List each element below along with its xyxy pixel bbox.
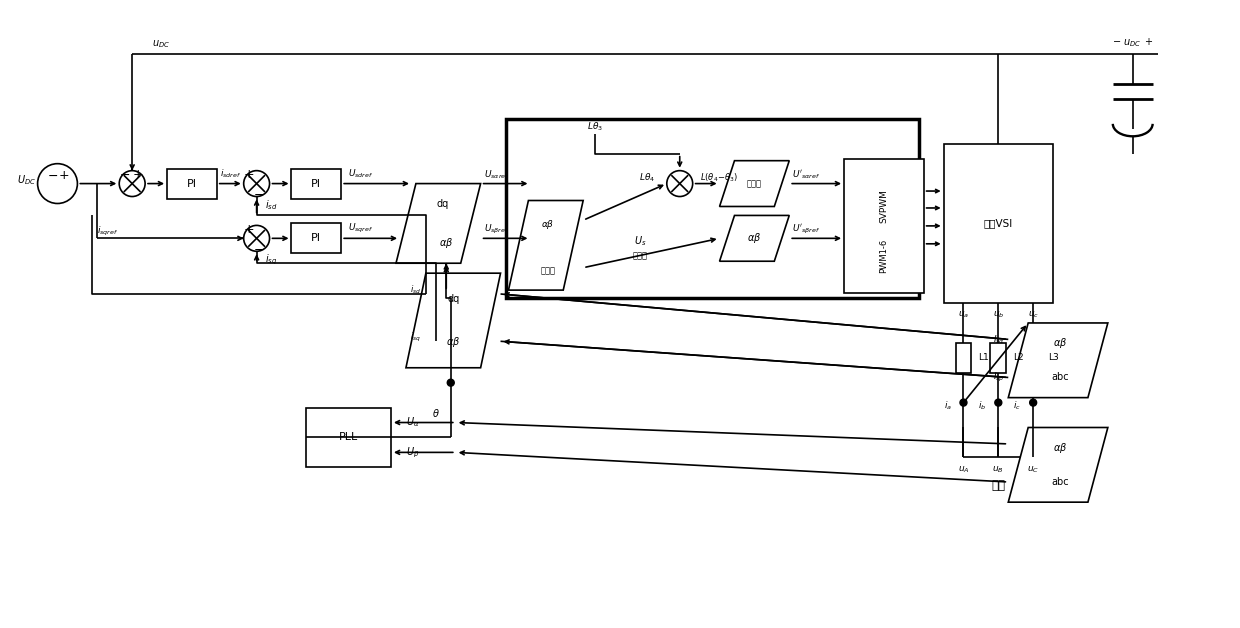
Circle shape [1029,399,1037,406]
Text: $u_c$: $u_c$ [1028,310,1039,320]
Polygon shape [719,215,789,261]
Text: $U'_{s\beta ref}$: $U'_{s\beta ref}$ [792,223,821,236]
Text: $u_B$: $u_B$ [992,464,1004,475]
Text: $U_s$: $U_s$ [634,234,646,248]
Text: $\alpha\beta$: $\alpha\beta$ [439,236,454,249]
Text: $U_{DC}$: $U_{DC}$ [16,174,36,188]
Text: $U'_{s\alpha ref}$: $U'_{s\alpha ref}$ [792,168,821,181]
Text: $-$: $-$ [253,243,264,256]
Polygon shape [1008,323,1107,398]
Text: $+$: $+$ [243,168,254,181]
Text: 电网: 电网 [991,479,1006,492]
Text: $i_{sd}$: $i_{sd}$ [264,198,278,212]
Text: 极坐标: 极坐标 [746,179,761,188]
Polygon shape [1008,428,1107,502]
Text: abc: abc [1052,477,1069,487]
Text: 极坐标: 极坐标 [541,266,556,275]
Text: $i_{sd}$: $i_{sd}$ [409,284,420,296]
Text: $\alpha\beta$: $\alpha\beta$ [1053,441,1068,455]
Polygon shape [396,183,481,263]
Text: PWM1-6: PWM1-6 [879,239,888,273]
Text: $+$: $+$ [131,168,143,181]
Text: 三相VSI: 三相VSI [983,219,1013,229]
Bar [844,159,924,293]
Polygon shape [405,273,501,368]
Text: $L\theta_4$: $L\theta_4$ [639,171,655,184]
Text: $u_{DC}$: $u_{DC}$ [153,38,170,50]
Text: L3: L3 [1048,354,1059,362]
Text: SVPWM: SVPWM [879,189,888,223]
Circle shape [960,399,967,406]
Text: L1: L1 [978,354,990,362]
Polygon shape [719,161,789,207]
Text: $-$: $-$ [253,188,264,201]
Polygon shape [508,200,583,290]
Text: dq: dq [448,294,459,304]
Text: $i_a$: $i_a$ [944,399,951,412]
Circle shape [244,225,269,251]
Bar [291,169,341,198]
Circle shape [37,164,77,203]
Text: PLL: PLL [339,433,358,443]
Bar [956,343,971,373]
Text: $U_{sdref}$: $U_{sdref}$ [348,168,373,180]
Text: $I_{s\beta}$: $I_{s\beta}$ [993,371,1006,384]
Bar [506,119,919,298]
Text: $\alpha\beta$: $\alpha\beta$ [748,231,761,246]
Text: $U_\alpha$: $U_\alpha$ [405,416,419,430]
Text: $\mathit{L}(\theta_4{-}\theta_3)$: $\mathit{L}(\theta_4{-}\theta_3)$ [699,171,738,184]
Text: PI: PI [311,234,321,243]
Bar [1025,343,1042,373]
Text: dq: dq [436,199,449,209]
Text: $u_b$: $u_b$ [992,310,1004,320]
Text: PI: PI [311,178,321,188]
Text: $i_{sq}$: $i_{sq}$ [264,253,277,268]
Text: $I_{s\alpha}$: $I_{s\alpha}$ [993,333,1006,345]
Bar [944,144,1053,303]
Text: $i_{sqref}$: $i_{sqref}$ [97,225,119,238]
Text: $L\theta_3$: $L\theta_3$ [587,121,603,133]
Circle shape [448,379,454,386]
Circle shape [244,171,269,197]
Text: $-\ u_{DC}\ +$: $-\ u_{DC}\ +$ [1112,36,1153,48]
Text: PI: PI [187,178,197,188]
Circle shape [994,399,1002,406]
Text: $\alpha\beta$: $\alpha\beta$ [446,335,460,349]
Text: abc: abc [1052,372,1069,382]
Text: $i_{sdref}$: $i_{sdref}$ [219,168,241,180]
Text: $i_b$: $i_b$ [978,399,986,412]
Text: $\theta$: $\theta$ [432,406,440,419]
Circle shape [119,171,145,197]
Text: $u_a$: $u_a$ [957,310,970,320]
Bar [291,224,341,253]
Bar [306,408,391,467]
Text: $\alpha\beta$: $\alpha\beta$ [1053,336,1068,350]
Circle shape [667,171,693,197]
Text: $u_A$: $u_A$ [957,464,970,475]
Text: $U_{sqref}$: $U_{sqref}$ [348,222,373,235]
Text: $i_c$: $i_c$ [1013,399,1022,412]
Text: 极坐标: 极坐标 [632,252,647,261]
Text: $u_C$: $u_C$ [1027,464,1039,475]
Bar [167,169,217,198]
Text: L2: L2 [1013,354,1024,362]
Text: $U_\beta$: $U_\beta$ [405,445,419,460]
Text: $+$: $+$ [58,169,69,182]
Text: $U_{s\alpha ref}$: $U_{s\alpha ref}$ [484,168,510,181]
Text: $-$: $-$ [119,168,130,181]
Bar [991,343,1007,373]
Text: $i_{sq}$: $i_{sq}$ [410,331,420,344]
Text: $+$: $+$ [243,223,254,236]
Text: $-$: $-$ [47,169,58,182]
Text: $\alpha\beta$: $\alpha\beta$ [541,218,554,231]
Text: $U_{s\beta ref}$: $U_{s\beta ref}$ [484,223,508,236]
